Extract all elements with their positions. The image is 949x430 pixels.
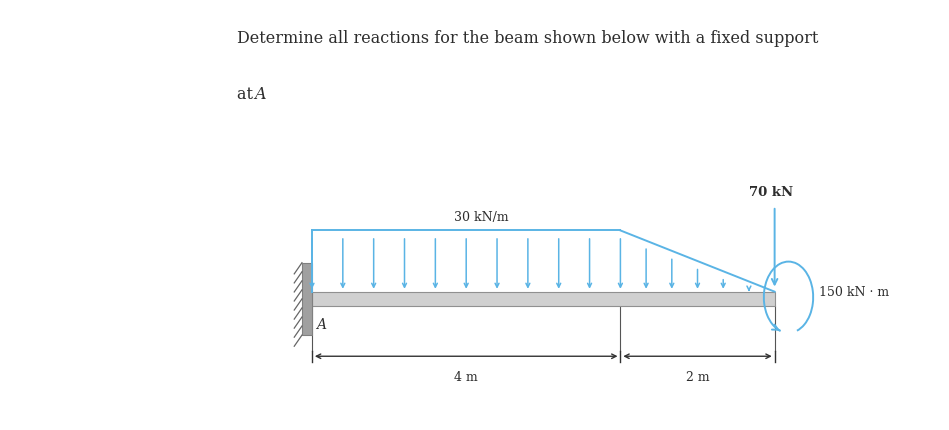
Bar xyxy=(312,292,774,307)
Text: Determine all reactions for the beam shown below with a fixed support: Determine all reactions for the beam sho… xyxy=(237,30,819,47)
Text: at: at xyxy=(237,86,258,103)
Text: .: . xyxy=(261,86,266,103)
Text: 30 kN/m: 30 kN/m xyxy=(455,210,509,223)
Text: 150 kN · m: 150 kN · m xyxy=(819,286,889,298)
Text: 4 m: 4 m xyxy=(455,370,478,383)
Text: 2 m: 2 m xyxy=(686,370,709,383)
Text: A: A xyxy=(316,317,326,332)
Text: A: A xyxy=(254,86,266,103)
Text: 70 kN: 70 kN xyxy=(749,186,792,199)
Bar xyxy=(302,263,312,335)
